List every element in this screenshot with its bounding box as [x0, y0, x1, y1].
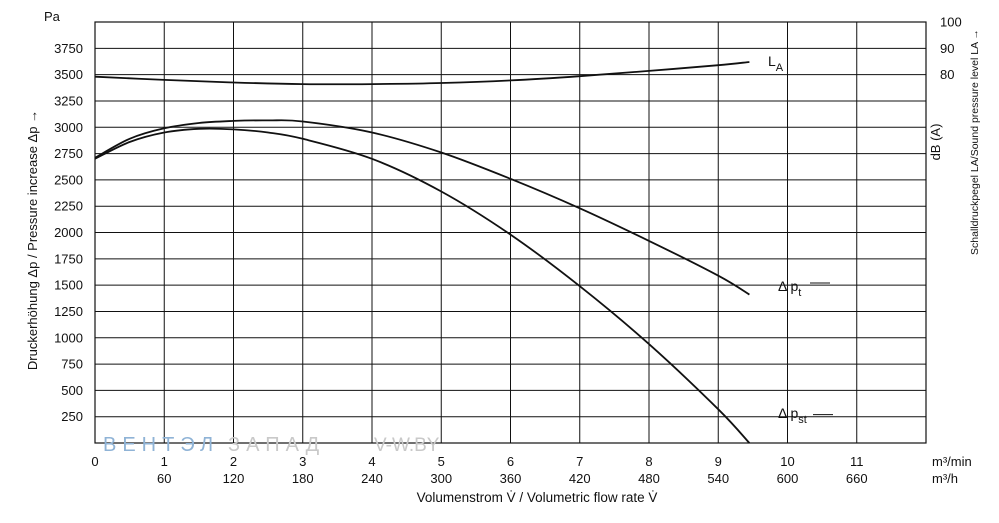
x-axis-label: Volumenstrom V̇ / Volumetric flow rate V… [417, 490, 658, 505]
y-left-tick-label: 750 [61, 357, 83, 372]
watermark-brand-part1: ВЕНТЭЛ [103, 434, 219, 456]
x-secondary-tick-label: 300 [430, 471, 452, 486]
x-secondary-tick-label: 240 [361, 471, 383, 486]
x-secondary-tick-label: 360 [500, 471, 522, 486]
x-secondary-tick-label: 60 [157, 471, 171, 486]
y-right-tick-label: 100 [940, 15, 962, 30]
y-left-tick-label: 3750 [54, 41, 83, 56]
x-secondary-tick-label: 420 [569, 471, 591, 486]
x-tick-labels: 0 1 2 3 4 5 6 7 8 9 10 11 [91, 454, 863, 469]
x-secondary-tick-label: 600 [777, 471, 799, 486]
x-secondary-tick-label: 660 [846, 471, 868, 486]
curve-label-pst: Δ pst [778, 405, 807, 426]
y-left-tick-label: 3000 [54, 120, 83, 135]
grid-lines [95, 22, 926, 443]
y-left-tick-label: 3250 [54, 93, 83, 108]
y-left-tick-label: 2500 [54, 172, 83, 187]
watermark-brand-part2: ЗАПАД [228, 434, 325, 456]
x-tick-label: 7 [576, 454, 583, 469]
y-left-tick-label: 500 [61, 383, 83, 398]
y-left-tick-labels: 250 500 750 1000 1250 1500 1750 2000 2250 2500 275… [54, 41, 83, 424]
x-tick-label: 9 [715, 454, 722, 469]
x-tick-label: 1 [161, 454, 168, 469]
x-secondary-unit: m³/h [932, 471, 958, 486]
x-tick-label: 8 [645, 454, 652, 469]
x-tick-label: 11 [850, 454, 864, 469]
y-left-tick-label: 1000 [54, 330, 83, 345]
x-tick-label: 4 [368, 454, 375, 469]
curve-pst [94, 127, 751, 444]
curve-label-la: LA [768, 53, 784, 74]
x-secondary-tick-label: 180 [292, 471, 314, 486]
x-secondary-tick-labels: 60 120 180 240 300 360 420 480 540 600 660 [157, 471, 868, 486]
y-left-tick-label: 2000 [54, 225, 83, 240]
y-left-tick-label: 3500 [54, 67, 83, 82]
y-left-tick-label: 1250 [54, 304, 83, 319]
y-left-tick-label: 250 [61, 409, 83, 424]
y-left-tick-label: 1750 [54, 251, 83, 266]
x-tick-label: 10 [780, 454, 794, 469]
y-left-axis-label: Druckerhöhung Δp / Pressure increase Δp … [25, 110, 40, 370]
y-right-unit: dB (A) [928, 124, 943, 161]
y-left-tick-label: 1500 [54, 278, 83, 293]
watermark: ВЕНТЭЛ ЗАПАД V-W.BY [103, 434, 440, 456]
y-right-tick-label: 80 [940, 67, 954, 82]
curves [94, 61, 833, 444]
y-left-tick-label: 2750 [54, 146, 83, 161]
y-left-tick-label: 2250 [54, 199, 83, 214]
plot-frame [94, 21, 927, 444]
curve-pt [94, 119, 750, 296]
x-tick-label: 5 [438, 454, 445, 469]
watermark-site: V-W.BY [374, 435, 440, 456]
y-left-unit: Pa [44, 9, 61, 24]
y-right-tick-labels: 80 90 100 [940, 15, 962, 83]
y-right-tick-label: 90 [940, 41, 954, 56]
x-secondary-tick-label: 480 [638, 471, 660, 486]
x-secondary-tick-label: 540 [707, 471, 729, 486]
x-secondary-tick-label: 120 [223, 471, 245, 486]
x-tick-label: 3 [299, 454, 306, 469]
x-tick-label: 0 [91, 454, 98, 469]
x-tick-label: 6 [507, 454, 514, 469]
y-right-axis-label: Schalldruckpegel LA/Sound pressure level… [969, 29, 981, 255]
curve-la [94, 61, 750, 86]
x-primary-unit: m³/min [932, 454, 972, 469]
x-tick-label: 2 [230, 454, 237, 469]
curve-label-pt: Δ pt [778, 278, 801, 299]
